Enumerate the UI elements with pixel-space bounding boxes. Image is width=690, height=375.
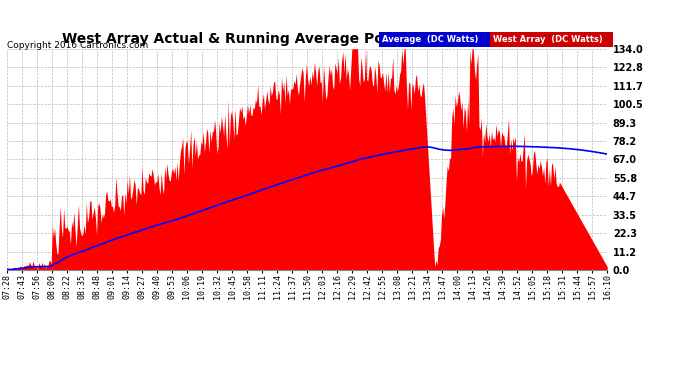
Text: West Array  (DC Watts): West Array (DC Watts) <box>493 35 603 44</box>
Bar <box>490 32 613 46</box>
Text: Copyright 2016 Cartronics.com: Copyright 2016 Cartronics.com <box>7 41 148 50</box>
Bar <box>379 32 490 46</box>
Title: West Array Actual & Running Average Power Sat Dec 24 16:12: West Array Actual & Running Average Powe… <box>62 32 552 46</box>
Text: Average  (DC Watts): Average (DC Watts) <box>382 35 478 44</box>
